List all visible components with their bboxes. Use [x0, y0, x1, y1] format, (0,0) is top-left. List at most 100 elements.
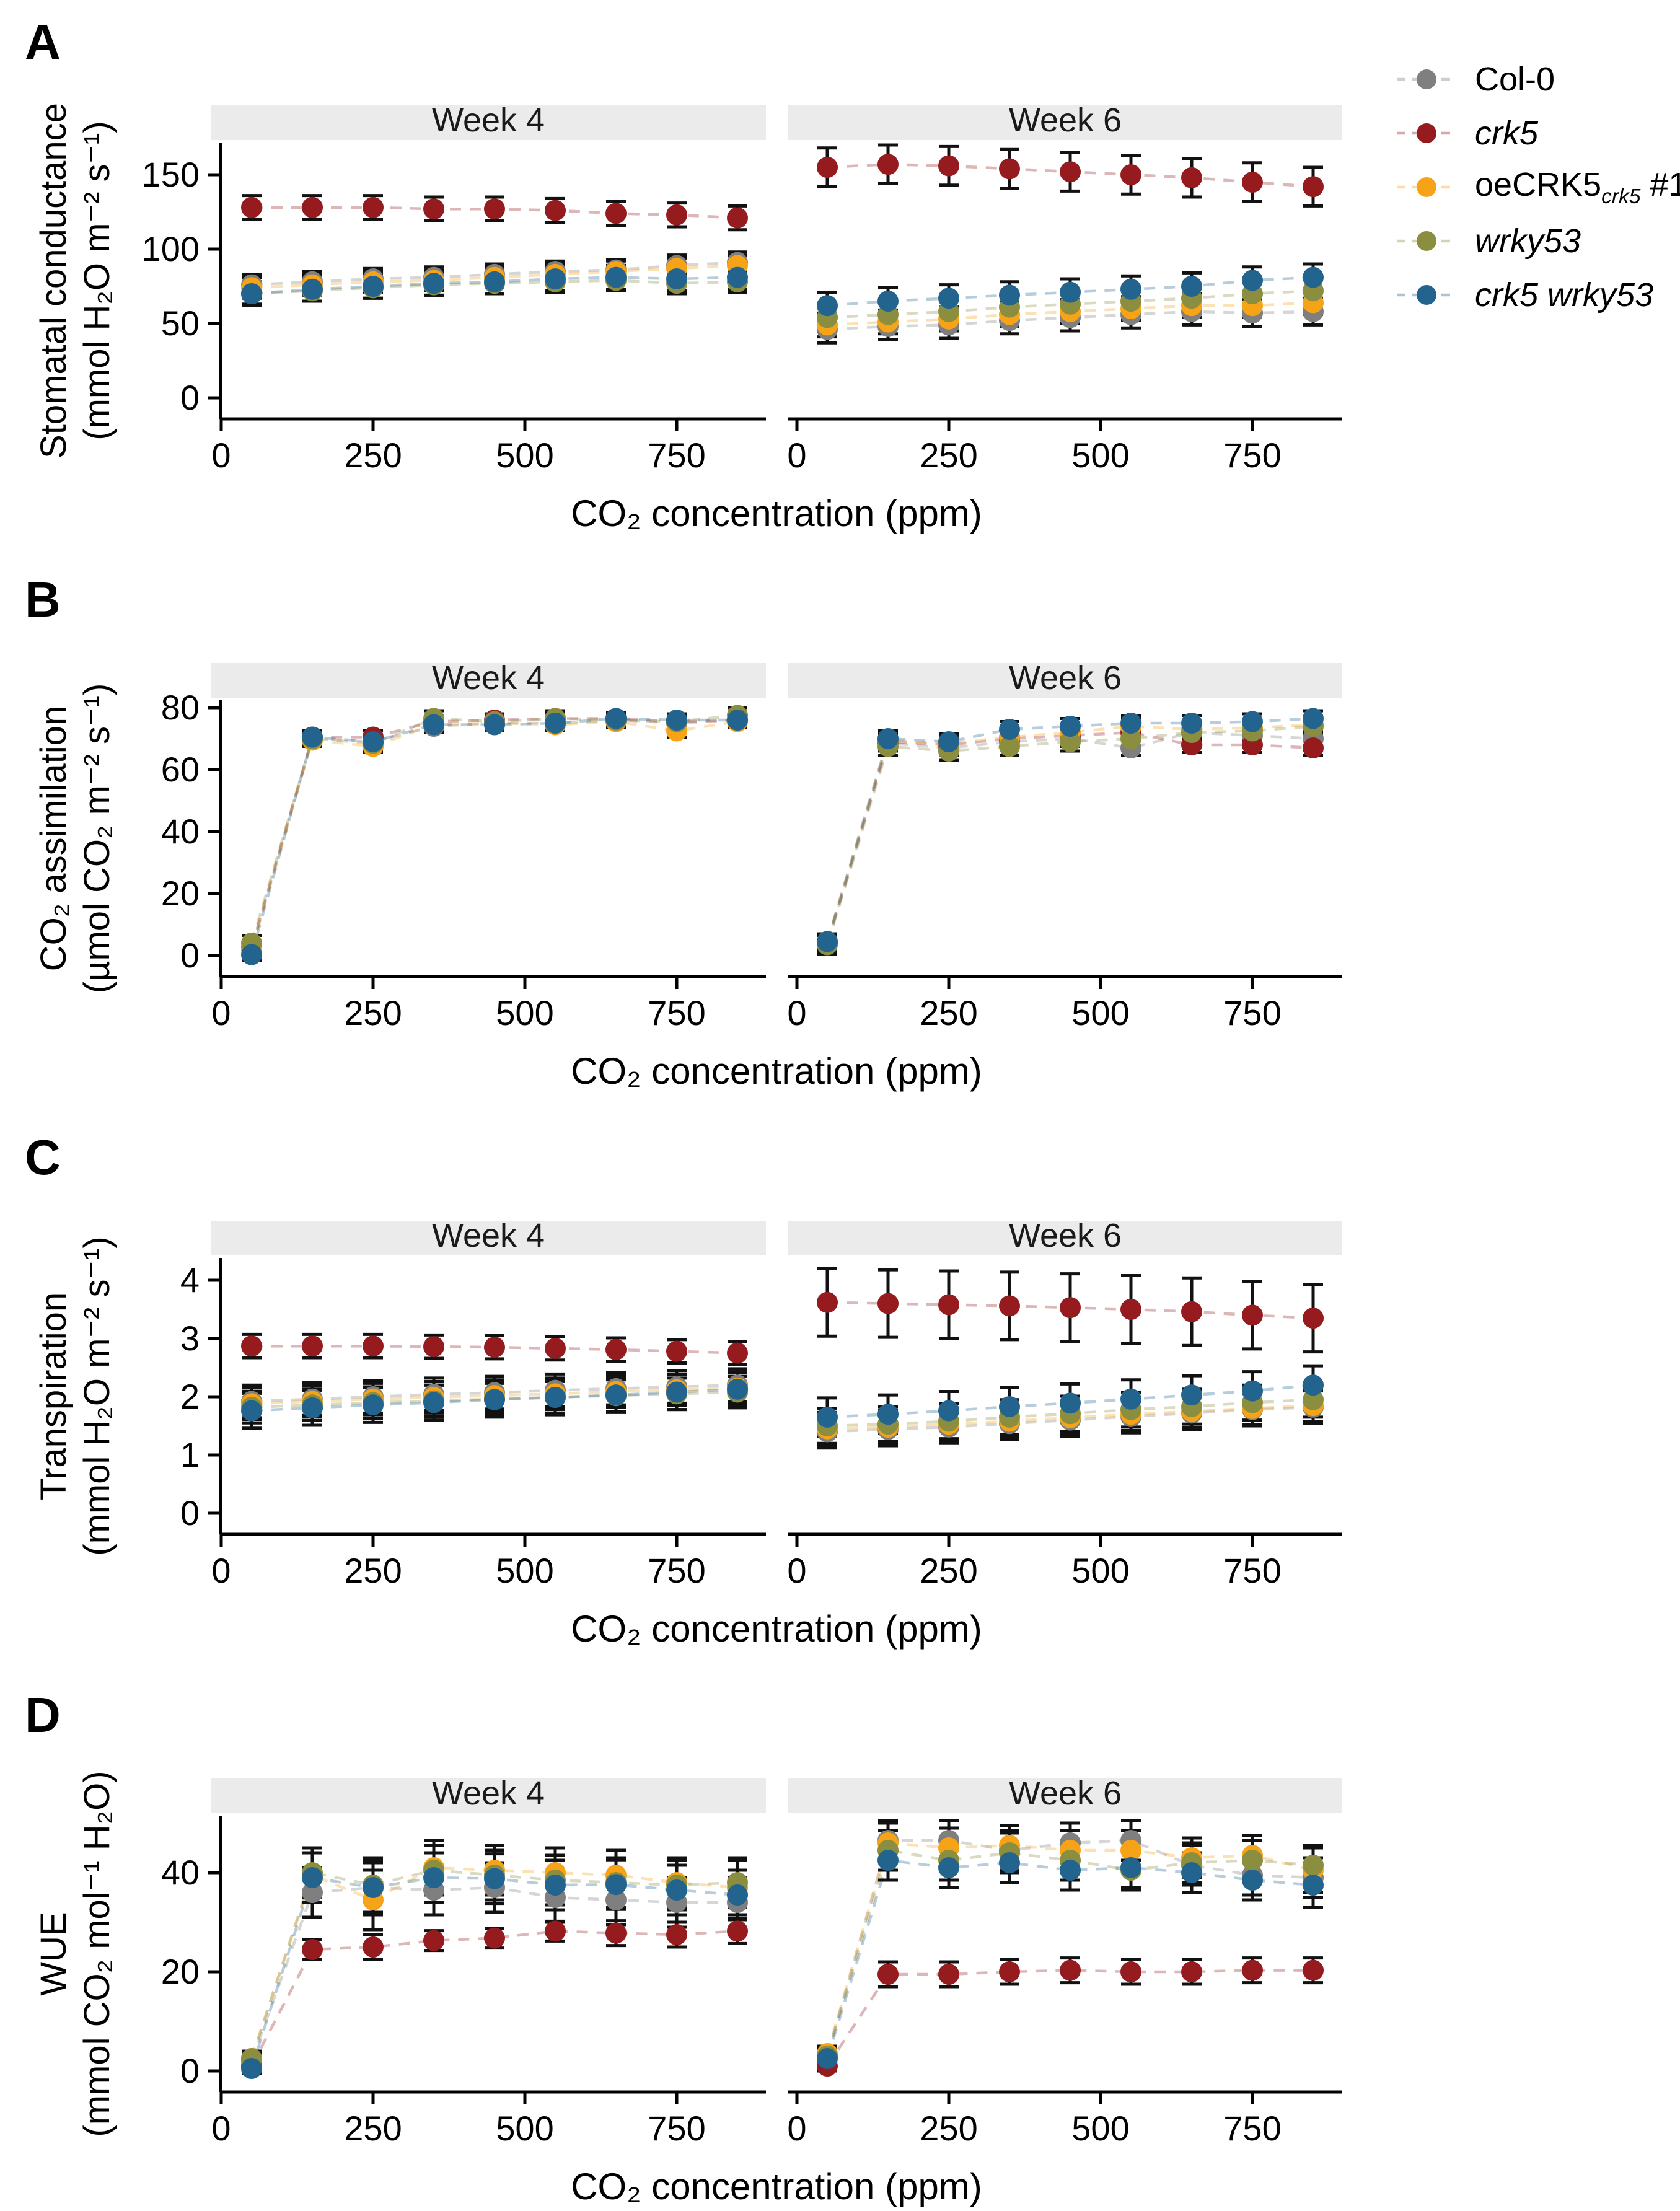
data-point-marker — [1242, 1304, 1263, 1326]
series-line-wrky53 — [825, 724, 1314, 946]
data-point-marker — [1303, 1374, 1324, 1396]
x-tick-label: 250 — [920, 1551, 977, 1590]
x-tick-label: 500 — [496, 993, 553, 1032]
x-tick-label: 0 — [211, 993, 231, 1032]
data-point-marker — [999, 158, 1020, 180]
data-point-marker — [1120, 1840, 1141, 1861]
data-point-marker — [817, 1291, 838, 1313]
legend-key-marker — [1417, 231, 1436, 251]
data-point-marker — [1120, 713, 1141, 734]
y-tick-label: 4 — [180, 1260, 200, 1299]
legend-item-oecrk5: oeCRK5crk5 #1 — [1396, 166, 1680, 208]
data-point-marker — [666, 204, 687, 226]
x-tick-label: 0 — [211, 436, 231, 475]
data-point-marker — [1242, 1959, 1263, 1981]
legend-label: wrky53 — [1475, 222, 1581, 260]
y-axis-label: WUE (mmol CO₂ mol⁻¹ H₂O) — [32, 1770, 119, 2137]
data-point-marker — [423, 1930, 444, 1951]
y-tick-label: 150 — [142, 155, 200, 194]
y-axis-label-line1: WUE — [33, 1912, 74, 1996]
legend-label-main: crk5 — [1475, 115, 1539, 152]
y-axis-label-line2: (mmol H₂O m⁻² s⁻¹) — [77, 121, 117, 441]
x-tick-label: 750 — [648, 1551, 705, 1590]
data-point-marker — [241, 1335, 262, 1357]
legend-label: oeCRK5crk5 #1 — [1475, 165, 1680, 209]
data-point-marker — [423, 1867, 444, 1888]
legend-item-col-0: Col-0 — [1396, 61, 1555, 98]
data-point-marker — [484, 271, 505, 292]
data-point-marker — [1060, 1297, 1081, 1319]
data-point-marker — [817, 931, 838, 952]
x-axis-title: CO₂ concentration (ppm) — [571, 2166, 982, 2207]
data-point-marker — [545, 200, 566, 221]
data-point-marker — [1181, 713, 1202, 734]
data-point-marker — [1303, 1389, 1324, 1410]
legend-item-crk5: crk5 — [1396, 115, 1538, 152]
data-point-marker — [666, 1924, 687, 1945]
x-tick-label: 750 — [648, 436, 705, 475]
data-point-marker — [1120, 1857, 1141, 1878]
data-point-marker — [1303, 1959, 1324, 1981]
facet-strip — [788, 105, 1342, 140]
strip-title: Week 6 — [1009, 659, 1122, 697]
legend: Col-0 crk5 oeCRK5crk5 #1 wrky53 crk5 wrky53 — [1396, 0, 1680, 347]
data-point-marker — [423, 1336, 444, 1358]
data-point-marker — [1242, 172, 1263, 193]
legend-label-main: Col-0 — [1475, 61, 1555, 98]
data-point-marker — [1303, 737, 1324, 758]
legend-key-marker — [1417, 177, 1436, 197]
panel-letter-b: B — [25, 572, 61, 627]
series-line-crk5-wrky53 — [250, 717, 737, 956]
data-point-marker — [727, 1920, 748, 1942]
data-point-marker — [999, 1961, 1020, 1982]
x-tick-label: 0 — [787, 2109, 806, 2148]
legend-label: crk5 — [1475, 114, 1538, 152]
legend-key-marker — [1417, 123, 1436, 143]
legend-label-main: oeCRK5 — [1475, 166, 1602, 204]
data-point-marker — [877, 1293, 899, 1314]
x-tick-label: 750 — [1223, 436, 1281, 475]
y-axis-label-line1: CO₂ assimilation — [33, 705, 74, 972]
facet-strip — [788, 1778, 1342, 1813]
data-point-marker — [1303, 1308, 1324, 1329]
data-point-marker — [545, 1875, 566, 1896]
legend-key-marker — [1417, 285, 1436, 305]
series-line-crk5-wrky53 — [825, 717, 1314, 943]
data-point-marker — [1242, 711, 1263, 732]
facet-strip — [211, 1221, 766, 1255]
data-point-marker — [241, 196, 262, 218]
y-axis-label-line2: (µmol CO₂ m⁻² s⁻¹) — [77, 683, 117, 994]
y-tick-label: 0 — [180, 1493, 200, 1532]
x-tick-label: 750 — [1223, 1551, 1281, 1590]
data-point-marker — [817, 1406, 838, 1428]
data-point-marker — [1120, 728, 1141, 749]
data-point-marker — [1181, 1862, 1202, 1883]
x-tick-label: 250 — [344, 1551, 402, 1590]
x-axis-title: CO₂ concentration (ppm) — [571, 1608, 982, 1650]
data-point-marker — [423, 273, 444, 294]
data-point-marker — [1060, 1392, 1081, 1414]
data-point-marker — [877, 1964, 899, 1985]
data-point-marker — [484, 1927, 505, 1949]
data-point-marker — [302, 1939, 323, 1960]
data-point-marker — [302, 1397, 323, 1418]
panel-letter-c: C — [25, 1130, 61, 1185]
data-point-marker — [938, 1857, 959, 1878]
data-point-marker — [545, 1337, 566, 1359]
x-tick-label: 500 — [1071, 436, 1129, 475]
data-point-marker — [877, 1404, 899, 1425]
x-tick-label: 250 — [344, 2109, 402, 2148]
legend-label-subscript: crk5 — [1601, 185, 1641, 208]
data-point-marker — [423, 1392, 444, 1413]
facet-strip — [211, 1778, 766, 1813]
data-point-marker — [1303, 1855, 1324, 1876]
data-point-marker — [877, 728, 899, 749]
x-tick-label: 500 — [1071, 993, 1129, 1032]
data-point-marker — [666, 1879, 687, 1901]
data-point-marker — [484, 198, 505, 220]
y-tick-label: 40 — [161, 812, 200, 851]
y-axis-label-line1: Stomatal conductance — [33, 103, 74, 459]
data-point-marker — [363, 1335, 384, 1357]
data-point-marker — [877, 291, 899, 312]
